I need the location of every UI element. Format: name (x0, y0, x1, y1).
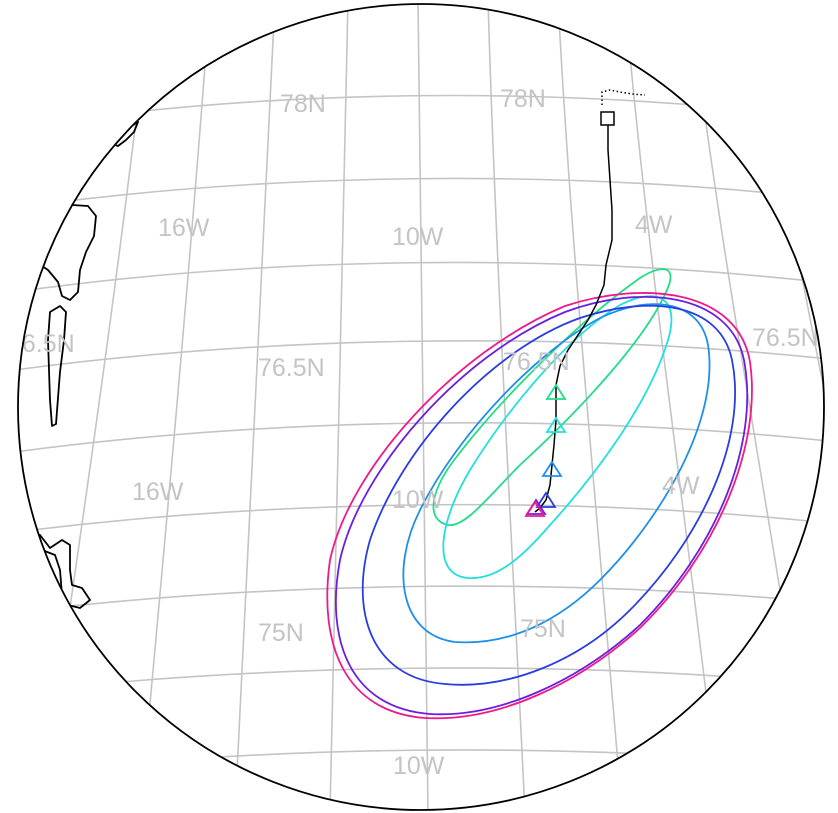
label-lat-76.5-inner: 76.5N (503, 348, 570, 376)
label-lat-76.5-left: 76.5N (8, 330, 75, 358)
graticule-lon-10w (487, 4, 526, 810)
label-lon-16w-lower: 16W (132, 478, 184, 506)
label-lat-78-left: 78N (280, 90, 326, 118)
label-lat-76.5-center: 76.5N (258, 354, 325, 382)
label-lat-75-right: 75N (520, 615, 566, 643)
label-lat-76.5-right: 76.5N (752, 324, 819, 352)
ellipse-1 (432, 268, 672, 526)
label-lon-16w-upper: 16W (158, 214, 210, 242)
triangle-marker-2 (545, 416, 567, 433)
label-lon-10w-bottom: 10W (393, 752, 445, 780)
label-lon-4w-lower: 4W (662, 472, 700, 500)
graticule-lon-18w (139, 4, 211, 810)
label-lat-75-left: 75N (258, 619, 304, 647)
graticule-lon-2w (751, 4, 824, 810)
coastline-west-edge (0, 455, 14, 510)
track-line (534, 125, 613, 513)
graticule-lon-8w (557, 4, 623, 810)
label-lon-10w-upper: 10W (392, 223, 444, 251)
triangle-marker-4 (535, 491, 557, 508)
triangle-marker-3 (541, 460, 563, 477)
graticule-lat-75.5 (18, 503, 824, 535)
graticule-lon-4w (689, 4, 816, 810)
label-lon-4w-upper: 4W (635, 211, 673, 239)
triangle-markers (524, 383, 567, 517)
graticule-lat-76.5 (18, 339, 824, 373)
triangle-marker-1 (545, 383, 567, 400)
coastline-southwest (29, 534, 91, 609)
graticule-lat-77 (18, 261, 824, 295)
graticule-labels: 78N 78N 16W 10W 4W 76.5N 76.5N 76.5N 76.… (8, 85, 819, 780)
coastline-island-strip (47, 305, 67, 427)
ellipse-4 (361, 304, 736, 686)
ellipse-5 (334, 296, 749, 716)
graticule-lon-16w (234, 4, 276, 810)
ellipses (326, 268, 753, 720)
graticule-lon-12w (417, 4, 429, 810)
start-square-marker (600, 111, 615, 126)
graticule-lat-75 (18, 585, 824, 615)
label-lat-78-right: 78N (500, 85, 546, 113)
ellipse-3 (402, 303, 711, 644)
ellipse-6 (326, 292, 753, 720)
graticule-lon-14w (329, 4, 349, 810)
globe-boundary (17, 3, 825, 811)
track (534, 89, 646, 513)
triangle-marker-6 (524, 500, 546, 517)
track-dotted-segment (601, 89, 646, 105)
graticule-lat-76 (18, 421, 824, 455)
graticule-lat-77.5 (18, 177, 824, 211)
label-lon-10w-lower: 10W (392, 486, 444, 514)
